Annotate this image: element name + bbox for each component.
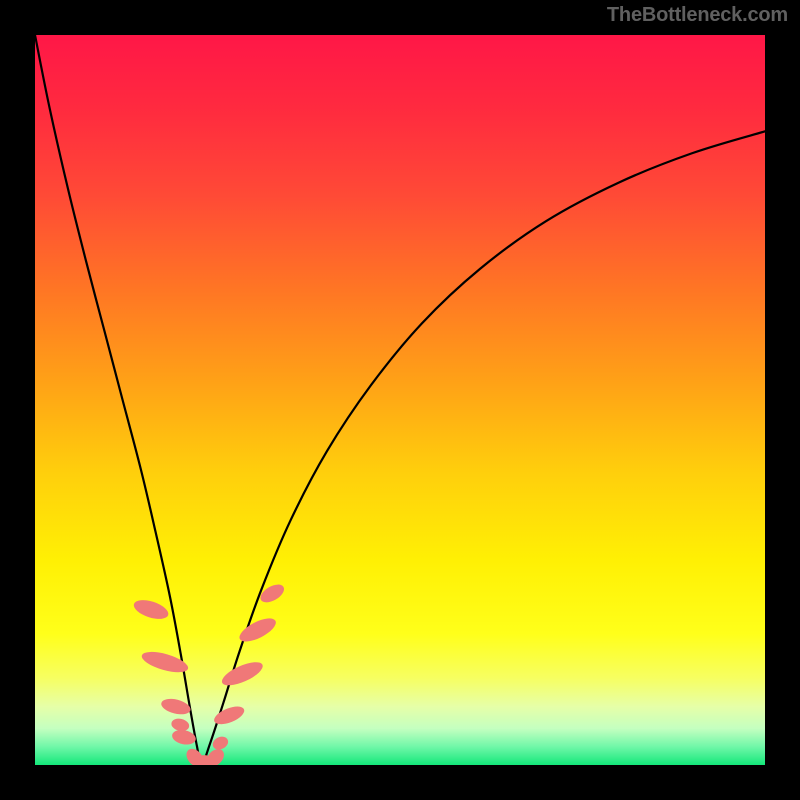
watermark-text: TheBottleneck.com (607, 4, 788, 27)
bottleneck-chart (0, 0, 800, 800)
chart-container: TheBottleneck.com (0, 0, 800, 800)
